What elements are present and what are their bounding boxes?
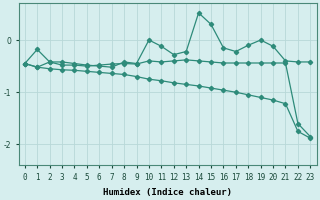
X-axis label: Humidex (Indice chaleur): Humidex (Indice chaleur) <box>103 188 232 197</box>
